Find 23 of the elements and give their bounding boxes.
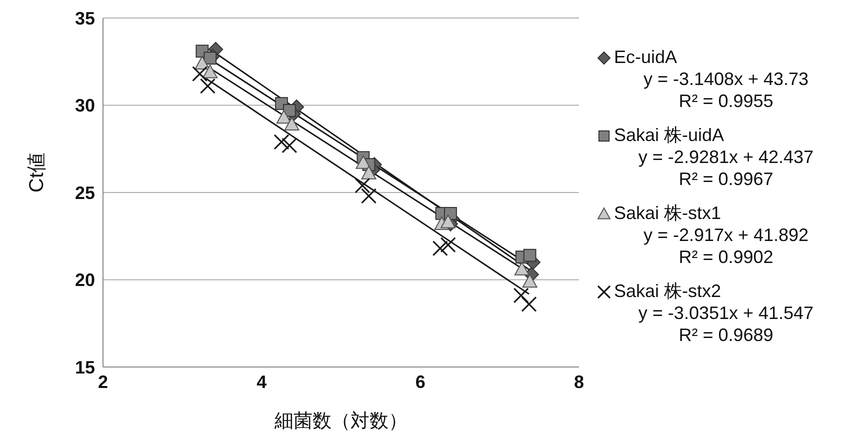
x-axis-title: 細菌数（対数） <box>274 410 408 432</box>
y-tick-label: 30 <box>74 96 95 116</box>
legend-label: Sakai 株-stx2 <box>614 281 722 301</box>
y-tick-label: 20 <box>74 270 95 290</box>
text: R² = 0.9955 <box>678 90 774 112</box>
y-axis-title: Ct値 <box>26 152 48 192</box>
text: R² = 0.9689 <box>678 324 774 346</box>
y-tick-label: 25 <box>74 182 95 203</box>
legend-label: Sakai 株-stx1 <box>614 203 722 223</box>
text: R² = 0.9902 <box>678 246 774 268</box>
text: y = -3.1408x + 43.73 <box>642 68 810 90</box>
legend-label: Ec-uidA <box>614 47 678 67</box>
x-tick-label: 4 <box>256 372 267 392</box>
y-tick-label: 35 <box>74 8 95 28</box>
text: y = -2.917x + 41.892 <box>642 224 810 246</box>
x-tick-label: 2 <box>98 372 108 392</box>
legend-label: Sakai 株-uidA <box>614 125 724 145</box>
text: y = -3.0351x + 41.547 <box>637 302 815 324</box>
x-tick-label: 8 <box>574 372 584 392</box>
x-tick-label: 6 <box>415 372 426 392</box>
y-tick-label: 15 <box>74 357 95 378</box>
text: y = -2.9281x + 42.437 <box>637 146 815 168</box>
text: R² = 0.9967 <box>678 168 774 190</box>
